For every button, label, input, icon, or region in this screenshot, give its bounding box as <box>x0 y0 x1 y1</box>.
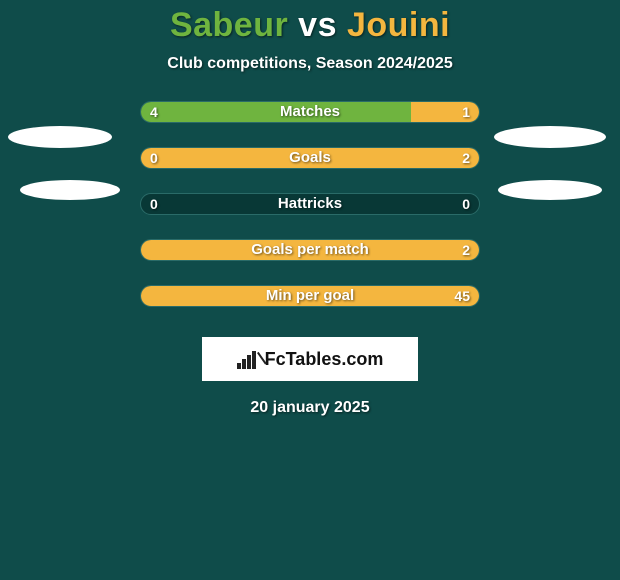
stat-row: Hattricks0 0 <box>0 193 620 239</box>
comparison-infographic: Sabeur vs Jouini Club competitions, Seas… <box>0 0 620 580</box>
logo-bars-icon <box>237 349 259 369</box>
stat-value-right: 2 <box>462 147 470 169</box>
logo-text: FcTables.com <box>265 349 384 370</box>
page-title: Sabeur vs Jouini <box>0 0 620 45</box>
player-left-name: Sabeur <box>170 6 288 44</box>
stat-value-right: 0 <box>462 193 470 215</box>
stat-value-left: 0 <box>150 147 158 169</box>
photo-placeholder-ellipse <box>498 180 602 200</box>
photo-placeholder-ellipse <box>8 126 112 148</box>
stat-row: Goals per match2 <box>0 239 620 285</box>
stat-value-left: 0 <box>150 193 158 215</box>
stat-label: Goals per match <box>140 239 480 261</box>
logo-box: FcTables.com <box>202 337 418 381</box>
stat-label: Goals <box>140 147 480 169</box>
stat-label: Matches <box>140 101 480 123</box>
stat-label: Min per goal <box>140 285 480 307</box>
photo-placeholder-ellipse <box>20 180 120 200</box>
player-right-name: Jouini <box>347 6 450 44</box>
stat-value-right: 1 <box>462 101 470 123</box>
vs-word: vs <box>298 6 337 44</box>
stat-value-left: 4 <box>150 101 158 123</box>
photo-placeholder-ellipse <box>494 126 606 148</box>
date-label: 20 january 2025 <box>0 399 620 417</box>
stat-value-right: 2 <box>462 239 470 261</box>
subtitle: Club competitions, Season 2024/2025 <box>0 55 620 73</box>
stat-row: Min per goal45 <box>0 285 620 331</box>
stat-label: Hattricks <box>140 193 480 215</box>
stat-value-right: 45 <box>454 285 470 307</box>
